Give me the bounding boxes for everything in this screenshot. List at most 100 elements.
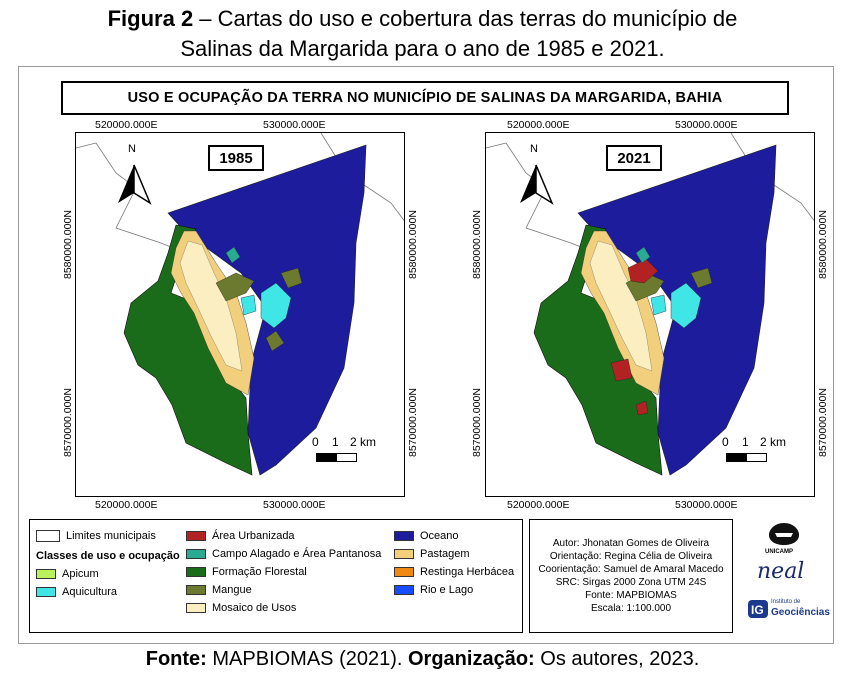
coord-right-upper-2021: 8580000.000N	[817, 210, 829, 279]
legend-swatch	[394, 549, 414, 559]
coord-right-lower-2021: 8570000.000N	[817, 388, 829, 457]
year-label-2021: 2021	[606, 145, 662, 171]
legend-label: Mosaico de Usos	[212, 602, 297, 614]
aquaculture-area	[650, 294, 667, 316]
mangrove-area	[265, 330, 285, 352]
scale-1: 1	[332, 435, 339, 449]
north-label: N	[128, 143, 136, 155]
urban-area	[635, 400, 649, 416]
credit-source: Fonte: MAPBIOMAS	[585, 590, 677, 601]
municipal-limit-line	[76, 142, 97, 149]
caption-text: – Cartas do uso e cobertura das terras d…	[193, 6, 738, 31]
north-label: N	[530, 143, 538, 155]
credit-src: SRC: Sirgas 2000 Zona UTM 24S	[555, 577, 707, 588]
coord-left-lower-2021: 8570000.000N	[471, 388, 483, 457]
neal-logo-icon: neal	[757, 559, 805, 584]
legend-label: Rio e Lago	[420, 584, 474, 596]
legend-item: Mangue	[186, 584, 252, 596]
figure-source: Fonte: MAPBIOMAS (2021). Organização: Os…	[0, 648, 845, 671]
legend-swatch	[394, 585, 414, 595]
legend-item: Pastagem	[394, 548, 470, 560]
wetland-area	[225, 246, 241, 264]
coord-left-lower-1985: 8570000.000N	[62, 388, 74, 457]
legend-swatch	[36, 587, 56, 597]
coord-bottom-left-2021: 520000.000E	[507, 499, 570, 511]
legend-swatch	[186, 531, 206, 541]
map-panel-1985: N 1985 0 1 2 km	[75, 132, 405, 497]
coord-top-left-1985: 520000.000E	[95, 119, 158, 131]
legend-swatch	[394, 531, 414, 541]
mosaic-area	[179, 240, 243, 372]
coord-bottom-right-1985: 530000.000E	[263, 499, 326, 511]
credit-coadvisor: Coorientação: Samuel de Amaral Macedo	[538, 564, 724, 575]
organization-label: Organização:	[408, 648, 535, 670]
coord-bottom-left-1985: 520000.000E	[95, 499, 158, 511]
north-arrow-icon	[118, 164, 152, 205]
legend-label: Apicum	[62, 568, 99, 580]
legend-item: Aquicultura	[36, 586, 117, 598]
legend-item: Campo Alagado e Área Pantanosa	[186, 548, 381, 560]
coord-top-right-1985: 530000.000E	[263, 119, 326, 131]
mangrove-area	[215, 272, 255, 302]
legend-label: Restinga Herbácea	[420, 566, 515, 578]
legend-item: Mosaico de Usos	[186, 602, 296, 614]
ig-logo-icon: IG	[748, 600, 768, 618]
legend-swatch	[186, 585, 206, 595]
legend-classes-title: Classes de uso e ocupação	[36, 550, 180, 562]
credit-author: Autor: Jhonatan Gomes de Oliveira	[552, 538, 710, 549]
caption-line2: Salinas da Margarida para o ano de 1985 …	[180, 36, 665, 61]
scale-0: 0	[722, 435, 729, 449]
year-label-1985: 1985	[208, 145, 264, 171]
municipal-limit-line	[730, 133, 814, 221]
map-credits: Autor: Jhonatan Gomes de Oliveira Orient…	[529, 519, 733, 633]
legend-swatch	[36, 530, 60, 542]
forest-area	[123, 224, 253, 476]
coord-left-upper-2021: 8580000.000N	[471, 210, 483, 279]
unicamp-text: UNICAMP	[765, 549, 793, 555]
wetland-area	[635, 246, 651, 264]
coord-right-upper-1985: 8580000.000N	[407, 210, 419, 279]
coord-right-lower-1985: 8570000.000N	[407, 388, 419, 457]
source-text: MAPBIOMAS (2021).	[206, 648, 408, 670]
aquaculture-area	[260, 282, 292, 329]
coord-top-left-2021: 520000.000E	[507, 119, 570, 131]
municipal-limit-line	[320, 133, 404, 221]
coord-left-upper-1985: 8580000.000N	[62, 210, 74, 279]
unicamp-logo-icon	[769, 523, 799, 545]
map-2021-canvas	[486, 133, 814, 476]
legend-item: Formação Florestal	[186, 566, 307, 578]
scale-bar	[316, 453, 357, 462]
legend-label: Formação Florestal	[212, 566, 307, 578]
scale-0: 0	[312, 435, 319, 449]
credit-advisor: Orientação: Regina Célia de Oliveira	[549, 551, 713, 562]
legend-label: Campo Alagado e Área Pantanosa	[212, 548, 382, 560]
scale-2: 2 km	[350, 435, 377, 449]
institution-logos: UNICAMP neal IG Instituto de Geociências	[737, 519, 830, 633]
legend-label: Área Urbanizada	[212, 530, 295, 542]
scale-bar	[726, 453, 767, 462]
legend-item: Rio e Lago	[394, 584, 473, 596]
map-legend: Limites municipais Classes de uso e ocup…	[29, 519, 523, 633]
mangrove-area	[280, 267, 303, 289]
ig-text-top: Instituto de	[771, 599, 801, 605]
legend-item: Área Urbanizada	[186, 530, 295, 542]
figure-caption: Figura 2 – Cartas do uso e cobertura das…	[0, 4, 845, 64]
coord-bottom-right-2021: 530000.000E	[675, 499, 738, 511]
scale-2: 2 km	[760, 435, 787, 449]
source-label: Fonte:	[145, 648, 207, 670]
mangrove-area	[690, 267, 713, 289]
legend-swatch	[36, 569, 56, 579]
forest-area	[533, 224, 663, 476]
municipal-limit-line	[486, 142, 507, 149]
aquaculture-area	[670, 282, 702, 329]
legend-label: Limites municipais	[66, 530, 156, 542]
legend-swatch	[186, 549, 206, 559]
organization-text: Os autores, 2023.	[534, 648, 700, 670]
legend-label: Aquicultura	[62, 586, 118, 598]
north-arrow-icon	[520, 164, 554, 205]
legend-label: Oceano	[420, 530, 459, 542]
map-title: USO E OCUPAÇÃO DA TERRA NO MUNICÍPIO DE …	[61, 81, 789, 115]
map-layout-frame: USO E OCUPAÇÃO DA TERRA NO MUNICÍPIO DE …	[18, 66, 834, 644]
map-1985-canvas	[76, 133, 404, 476]
legend-label: Mangue	[212, 584, 252, 596]
